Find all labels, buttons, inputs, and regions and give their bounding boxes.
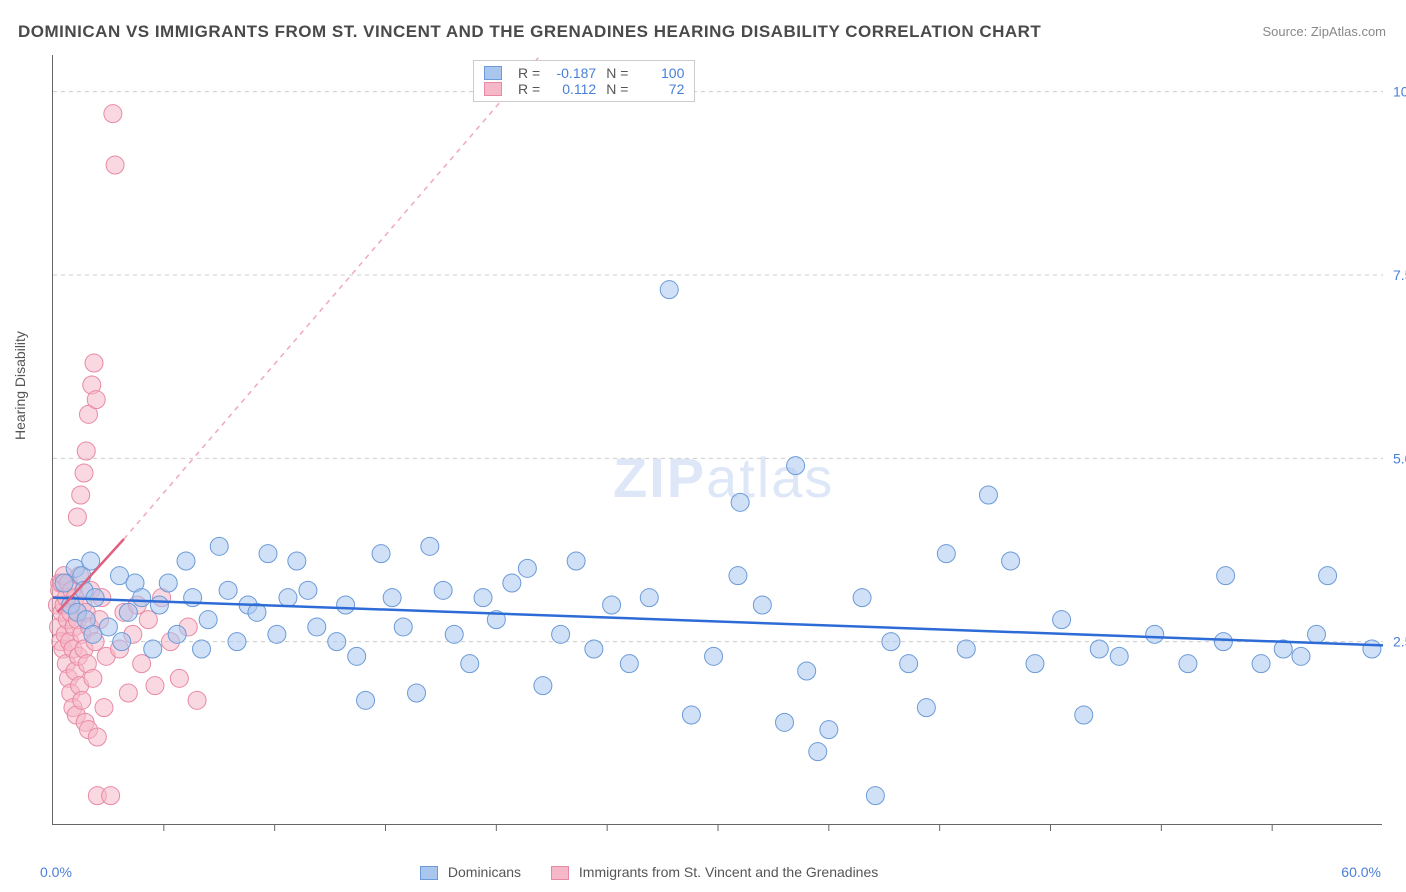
stats-row-a: R = -0.187 N = 100 [484, 65, 684, 81]
legend-label-b: Immigrants from St. Vincent and the Gren… [579, 864, 878, 880]
chart-container: DOMINICAN VS IMMIGRANTS FROM ST. VINCENT… [0, 0, 1406, 892]
y-axis-label: Hearing Disability [12, 331, 28, 440]
legend-item-a: Dominicans [420, 864, 521, 880]
x-axis-min: 0.0% [40, 864, 72, 880]
r-value-b: 0.112 [546, 81, 596, 97]
n-value-a: 100 [634, 65, 684, 81]
svg-text:5.0%: 5.0% [1393, 450, 1406, 466]
swatch-series-b-icon [484, 82, 502, 96]
svg-text:2.5%: 2.5% [1393, 634, 1406, 650]
scatter-plot-svg: 2.5%5.0%7.5%10.0% [53, 55, 1382, 824]
chart-title: DOMINICAN VS IMMIGRANTS FROM ST. VINCENT… [18, 22, 1041, 42]
legend-label-a: Dominicans [448, 864, 521, 880]
swatch-series-a-icon [420, 866, 438, 880]
plot-area: R = -0.187 N = 100 R = 0.112 N = 72 ZIPa… [52, 55, 1382, 825]
svg-text:10.0%: 10.0% [1393, 84, 1406, 100]
stats-row-b: R = 0.112 N = 72 [484, 81, 684, 97]
r-label: R = [518, 65, 540, 81]
svg-text:7.5%: 7.5% [1393, 267, 1406, 283]
n-label: N = [606, 65, 628, 81]
x-axis-max: 60.0% [1341, 864, 1381, 880]
stats-legend: R = -0.187 N = 100 R = 0.112 N = 72 [473, 60, 695, 102]
r-label: R = [518, 81, 540, 97]
swatch-series-b-icon [551, 866, 569, 880]
r-value-a: -0.187 [546, 65, 596, 81]
n-label: N = [606, 81, 628, 97]
n-value-b: 72 [634, 81, 684, 97]
source-attribution: Source: ZipAtlas.com [1262, 24, 1386, 39]
legend-item-b: Immigrants from St. Vincent and the Gren… [551, 864, 878, 880]
swatch-series-a-icon [484, 66, 502, 80]
series-legend: Dominicans Immigrants from St. Vincent a… [420, 864, 878, 880]
